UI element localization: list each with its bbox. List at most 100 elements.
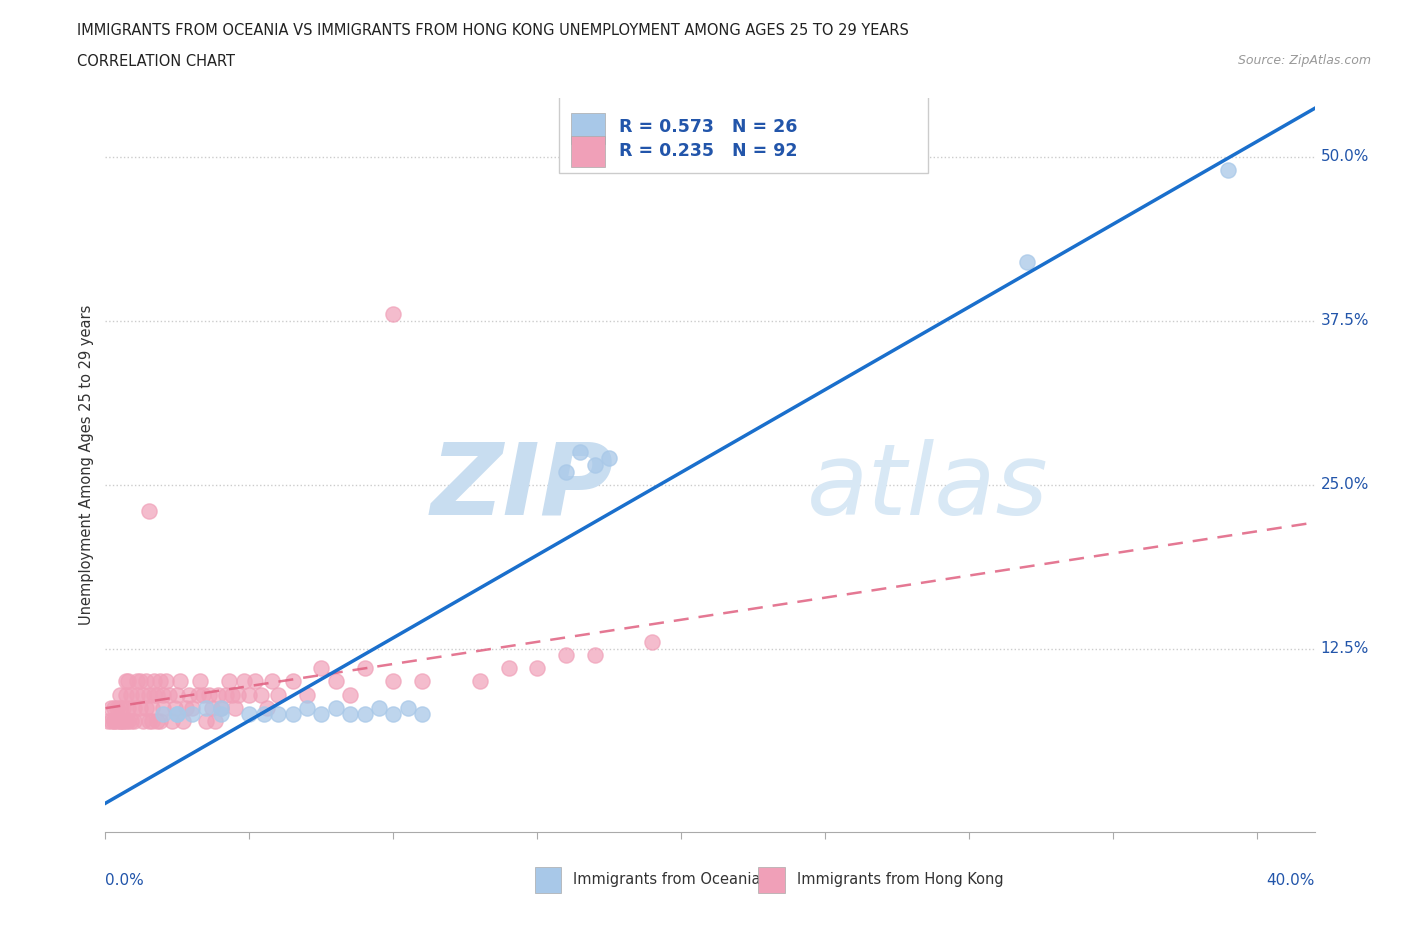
Point [149, 674, 172, 689]
Point [152, 687, 174, 702]
Point [155, 674, 177, 689]
Point [127, 687, 149, 702]
Point [353, 707, 375, 722]
Text: R = 0.235   N = 92: R = 0.235 N = 92 [620, 141, 797, 160]
Point [195, 700, 218, 715]
Point [180, 707, 202, 722]
Point [105, 713, 128, 728]
Point [129, 700, 152, 715]
Text: R = 0.573   N = 26: R = 0.573 N = 26 [620, 118, 797, 136]
Point [498, 661, 520, 676]
Point [111, 713, 134, 728]
Point [190, 674, 212, 689]
Point [114, 687, 136, 702]
Text: Immigrants from Oceania: Immigrants from Oceania [574, 872, 761, 887]
Point [146, 713, 169, 728]
Point [103, 713, 125, 728]
FancyBboxPatch shape [571, 136, 605, 166]
Point [201, 700, 224, 715]
Point [526, 661, 548, 676]
Point [146, 687, 169, 702]
FancyBboxPatch shape [560, 92, 928, 173]
Point [215, 687, 238, 702]
Point [207, 687, 229, 702]
Point [114, 713, 136, 728]
Point [97, 713, 120, 728]
Point [100, 700, 122, 715]
Point [117, 674, 139, 689]
Point [396, 700, 419, 715]
Point [177, 687, 200, 702]
Point [339, 707, 361, 722]
Point [105, 700, 128, 715]
Point [411, 674, 433, 689]
Point [132, 687, 155, 702]
Text: Source: ZipAtlas.com: Source: ZipAtlas.com [1237, 54, 1371, 67]
Point [127, 674, 149, 689]
Point [382, 674, 405, 689]
Point [232, 674, 254, 689]
Point [108, 700, 131, 715]
Point [262, 674, 284, 689]
Point [281, 674, 304, 689]
Text: 12.5%: 12.5% [1320, 641, 1369, 657]
Point [129, 674, 152, 689]
Point [143, 674, 166, 689]
Point [353, 661, 375, 676]
Point [583, 458, 606, 472]
Point [120, 687, 142, 702]
Point [238, 707, 260, 722]
Point [122, 700, 145, 715]
Point [174, 700, 197, 715]
Text: 0.0%: 0.0% [105, 872, 145, 888]
Point [325, 674, 347, 689]
Point [195, 713, 218, 728]
Point [209, 700, 232, 715]
Point [166, 707, 188, 722]
Point [100, 713, 122, 728]
Point [141, 700, 163, 715]
Point [122, 713, 145, 728]
Point [138, 503, 160, 518]
Point [555, 648, 578, 663]
Point [295, 687, 318, 702]
Point [411, 707, 433, 722]
Text: 25.0%: 25.0% [1320, 477, 1369, 492]
Point [180, 700, 202, 715]
Text: IMMIGRANTS FROM OCEANIA VS IMMIGRANTS FROM HONG KONG UNEMPLOYMENT AMONG AGES 25 : IMMIGRANTS FROM OCEANIA VS IMMIGRANTS FR… [77, 23, 910, 38]
Text: 50.0%: 50.0% [1320, 149, 1369, 165]
Text: 40.0%: 40.0% [1267, 872, 1315, 888]
Point [382, 307, 405, 322]
Point [368, 700, 391, 715]
FancyBboxPatch shape [571, 113, 605, 144]
Point [204, 713, 226, 728]
Text: Immigrants from Hong Kong: Immigrants from Hong Kong [797, 872, 1004, 887]
Point [382, 707, 405, 722]
Point [143, 687, 166, 702]
Point [250, 687, 273, 702]
Point [135, 700, 157, 715]
Point [641, 634, 664, 649]
Point [583, 648, 606, 663]
Point [339, 687, 361, 702]
Text: 37.5%: 37.5% [1320, 313, 1369, 328]
Point [281, 707, 304, 722]
FancyBboxPatch shape [758, 867, 785, 893]
Point [187, 687, 209, 702]
Text: CORRELATION CHART: CORRELATION CHART [77, 54, 235, 69]
Point [569, 445, 592, 459]
Point [138, 713, 160, 728]
Point [267, 687, 290, 702]
Point [152, 700, 174, 715]
Point [103, 700, 125, 715]
Point [243, 674, 266, 689]
Y-axis label: Unemployment Among Ages 25 to 29 years: Unemployment Among Ages 25 to 29 years [79, 305, 94, 625]
Point [218, 674, 240, 689]
Point [311, 707, 333, 722]
Text: atlas: atlas [807, 439, 1049, 536]
Point [111, 700, 134, 715]
Point [256, 700, 278, 715]
Point [598, 451, 620, 466]
Point [1218, 163, 1240, 178]
Point [468, 674, 491, 689]
